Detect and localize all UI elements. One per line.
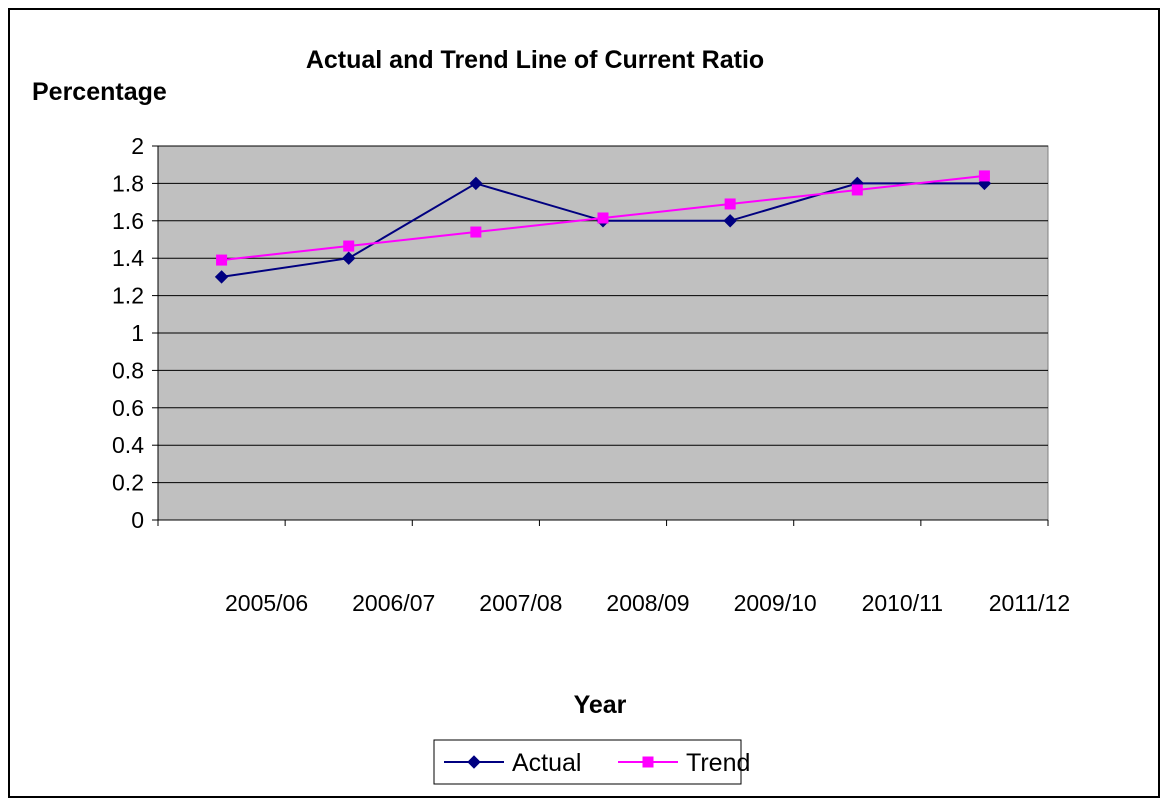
y-tick-label: 0.6 (112, 395, 144, 421)
y-tick-label: 0.2 (112, 470, 144, 496)
legend-label-actual: Actual (512, 749, 581, 777)
data-point-trend (724, 198, 736, 210)
y-tick-label: 0.8 (112, 357, 144, 383)
series-trend (216, 170, 990, 266)
chart-title: Actual and Trend Line of Current Ratio (306, 46, 764, 74)
x-tick-label: 2009/10 (734, 590, 817, 616)
y-tick-label: 1.6 (112, 208, 144, 234)
chart-frame: Actual and Trend Line of Current Ratio P… (8, 8, 1160, 798)
x-axis-title: Year (574, 691, 627, 719)
data-point-trend (470, 226, 482, 238)
data-point-trend (343, 240, 355, 252)
data-point-actual (214, 270, 229, 284)
plot-area: 0 0.2 0.4 0.6 0.8 1 1.2 1.4 1.6 1.8 2 (112, 133, 1049, 533)
y-tick-label: 1 (131, 320, 144, 346)
x-tick-label: 2006/07 (352, 590, 435, 616)
y-tick-label: 2 (131, 133, 144, 159)
legend-label-trend: Trend (686, 749, 750, 777)
y-tick-label: 1.8 (112, 170, 144, 196)
x-tick-labels: 2005/06 2006/07 2007/08 2008/09 2009/10 2010/… (225, 590, 1070, 616)
data-point-actual (342, 251, 356, 265)
legend: Actual Trend (433, 739, 750, 785)
data-point-trend (597, 212, 609, 224)
x-tick-label: 2007/08 (479, 590, 562, 616)
data-point-actual (723, 214, 737, 228)
legend-marker-actual (467, 755, 481, 769)
data-point-trend (978, 170, 990, 182)
data-point-trend (851, 184, 863, 196)
x-tick-label: 2008/09 (606, 590, 689, 616)
y-tick-label: 1.4 (112, 245, 144, 271)
line-chart: Actual and Trend Line of Current Ratio P… (32, 46, 1070, 785)
x-tick-label: 2010/11 (862, 590, 943, 616)
y-axis-title: Percentage (32, 78, 167, 106)
y-tick-label: 0.4 (112, 432, 144, 458)
y-tick-label: 0 (131, 507, 144, 533)
y-tick-label: 1.2 (112, 283, 144, 309)
legend-marker-trend (642, 756, 654, 768)
data-point-actual (469, 176, 483, 191)
x-tick-label: 2005/06 (225, 590, 308, 616)
data-point-trend (216, 254, 228, 266)
x-tick-label: 2011/12 (989, 590, 1070, 616)
